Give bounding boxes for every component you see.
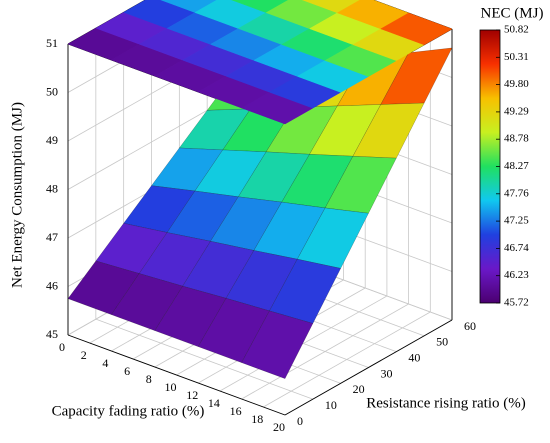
z-tick-label: 48 bbox=[46, 181, 58, 195]
colorbar-tick-label: 50.31 bbox=[504, 51, 529, 63]
colorbar-tick-label: 49.80 bbox=[504, 78, 529, 90]
colorbar-tick-label: 49.29 bbox=[504, 105, 529, 117]
x-tick-label: 20 bbox=[273, 420, 285, 434]
z-tick-label: 50 bbox=[46, 84, 58, 98]
x-tick-label: 14 bbox=[208, 396, 220, 410]
colorbar-tick-label: 47.25 bbox=[504, 215, 529, 227]
x-tick-label: 6 bbox=[124, 364, 130, 378]
top-projection-cell bbox=[160, 0, 218, 13]
y-tick-label: 20 bbox=[353, 382, 365, 396]
y-tick-label: 40 bbox=[408, 350, 420, 364]
surface-cell bbox=[380, 47, 453, 105]
top-projection-cell bbox=[301, 0, 361, 14]
z-tick-label: 45 bbox=[46, 327, 58, 341]
x-tick-label: 12 bbox=[186, 388, 198, 402]
x-tick-label: 0 bbox=[59, 340, 65, 354]
colorbar-tick-label: 45.72 bbox=[504, 297, 529, 309]
top-projection-cell bbox=[380, 12, 453, 46]
y-tick-label: 10 bbox=[325, 398, 337, 412]
y-tick-label: 60 bbox=[464, 319, 476, 333]
surface-cell bbox=[241, 310, 314, 379]
y-axis-title: Resistance rising ratio (%) bbox=[366, 395, 526, 411]
z-tick-label: 51 bbox=[46, 36, 58, 50]
colorbar-title: NEC (MJ) bbox=[481, 5, 544, 21]
colorbar-tick-label: 46.23 bbox=[504, 269, 529, 281]
x-tick-label: 2 bbox=[81, 348, 87, 362]
y-tick-label: 0 bbox=[297, 414, 303, 428]
z-tick-label: 47 bbox=[46, 230, 58, 244]
colorbar-tick-label: 46.74 bbox=[504, 242, 529, 254]
z-tick-label: 46 bbox=[46, 278, 58, 292]
x-tick-label: 4 bbox=[102, 356, 108, 370]
box-edge bbox=[67, 334, 286, 416]
box-edge bbox=[284, 319, 453, 416]
x-tick-label: 16 bbox=[230, 404, 242, 418]
colorbar-tick-label: 47.76 bbox=[504, 187, 529, 199]
colorbar-tick-label: 48.78 bbox=[504, 133, 529, 145]
x-tick-label: 18 bbox=[251, 412, 263, 426]
x-tick-label: 10 bbox=[165, 380, 177, 394]
y-tick-label: 50 bbox=[436, 335, 448, 349]
x-tick-label: 8 bbox=[146, 372, 152, 386]
surface-cell bbox=[296, 207, 369, 269]
z-axis-title: Net Energy Consumption (MJ) bbox=[9, 102, 25, 288]
z-tick-label: 49 bbox=[46, 133, 58, 147]
colorbar-tick-label: 50.82 bbox=[504, 24, 529, 36]
floor-grid-line bbox=[95, 318, 313, 400]
colorbar-tick-label: 48.27 bbox=[504, 160, 529, 172]
y-tick-label: 30 bbox=[381, 366, 393, 380]
x-axis-title: Capacity fading ratio (%) bbox=[52, 403, 205, 419]
surface-cell bbox=[324, 155, 397, 214]
top-projection-cell bbox=[231, 0, 289, 13]
